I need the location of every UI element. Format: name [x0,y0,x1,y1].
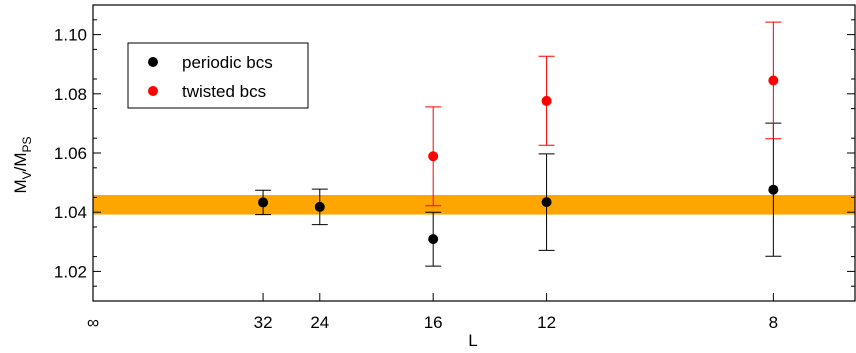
data-point [428,151,439,162]
legend: periodic bcs twisted bcs [127,42,309,109]
data-point [258,197,269,208]
y-axis-title: MV/MPS [11,136,34,193]
data-point [314,201,325,212]
y-axis-title-main: M [11,179,30,193]
x-tick-label: 32 [254,313,273,332]
chart-marks [255,21,782,267]
x-tick-label: 12 [537,313,556,332]
y-axis-title-sub1: V [20,171,34,179]
y-axis-title-sub2: PS [20,136,34,152]
x-tick-label: 24 [310,313,329,332]
series-periodic [255,122,782,267]
data-point [768,75,779,86]
data-point [541,95,552,106]
x-axis-title: L [468,331,477,350]
legend-marker-twisted [148,86,158,96]
chart-axes: 1.02 1.04 1.06 1.08 1.10 ∞ 32 24 16 12 8 [54,19,855,332]
y-tick-label: 1.04 [54,203,87,222]
y-tick-label: 1.10 [54,26,87,45]
y-tick-label: 1.08 [54,85,87,104]
x-tick-label: 8 [769,313,778,332]
legend-label-periodic: periodic bcs [182,53,273,72]
data-point [768,184,779,195]
data-point [428,234,439,245]
orange-confidence-band [93,195,855,215]
y-axis-title-slash: /M [11,152,30,171]
legend-marker-periodic [148,57,158,67]
legend-label-twisted: twisted bcs [182,82,266,101]
x-tick-label: 16 [424,313,443,332]
y-tick-label: 1.06 [54,144,87,163]
data-point [541,197,552,208]
y-tick-label: 1.02 [54,262,87,281]
series-twisted [425,21,782,207]
x-tick-label: ∞ [87,313,99,332]
legend-box [127,42,309,109]
